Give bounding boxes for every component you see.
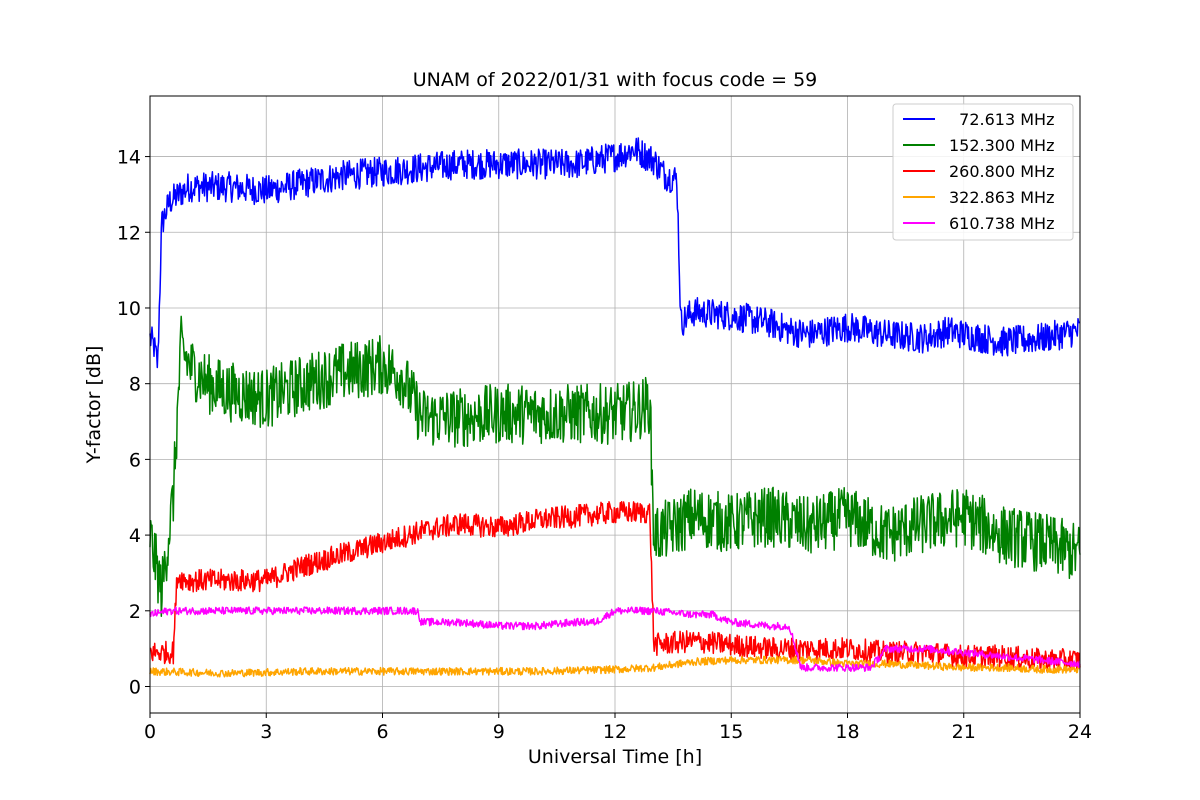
series-line-4: [149, 606, 1081, 673]
x-axis-ticks: 0 3 6 9 12 15 18 21 24: [144, 713, 1092, 743]
x-tick-label: 9: [493, 721, 505, 743]
chart-title: UNAM of 2022/01/31 with focus code = 59: [413, 69, 818, 91]
legend-label: 72.613 MHz: [949, 110, 1054, 129]
series-line-3: [149, 655, 1081, 678]
y-tick-label: 10: [117, 298, 141, 320]
legend-label: 322.863 MHz: [949, 188, 1054, 207]
x-axis-label: Universal Time [h]: [528, 746, 702, 768]
y-tick-label: 0: [129, 677, 141, 699]
y-tick-label: 12: [117, 222, 141, 244]
x-tick-label: 12: [603, 721, 627, 743]
y-axis-label: Y-factor [dB]: [83, 346, 105, 465]
legend-label: 610.738 MHz: [949, 214, 1054, 233]
legend-label: 260.800 MHz: [949, 162, 1054, 181]
series-line-0: [149, 137, 1081, 369]
y-tick-label: 6: [129, 449, 141, 471]
x-tick-label: 18: [835, 721, 859, 743]
legend-label: 152.300 MHz: [949, 136, 1054, 155]
x-tick-label: 0: [144, 721, 156, 743]
x-tick-label: 24: [1068, 721, 1092, 743]
x-tick-label: 15: [719, 721, 743, 743]
legend-box: [892, 103, 1074, 241]
series-layer: [149, 137, 1081, 678]
y-tick-label: 14: [117, 147, 141, 169]
x-tick-label: 6: [376, 721, 388, 743]
series-line-1: [149, 315, 1081, 618]
x-tick-label: 21: [952, 721, 976, 743]
y-tick-label: 2: [129, 601, 141, 623]
grid-lines: [149, 96, 1081, 713]
legend: 72.613 MHz 152.300 MHz 260.800 MHz 322.863 …: [892, 103, 1074, 241]
y-tick-label: 8: [129, 374, 141, 396]
y-axis-ticks: 0 2 4 6 8 10 12 14: [117, 147, 150, 699]
x-tick-label: 3: [260, 721, 272, 743]
y-tick-label: 4: [129, 525, 141, 547]
